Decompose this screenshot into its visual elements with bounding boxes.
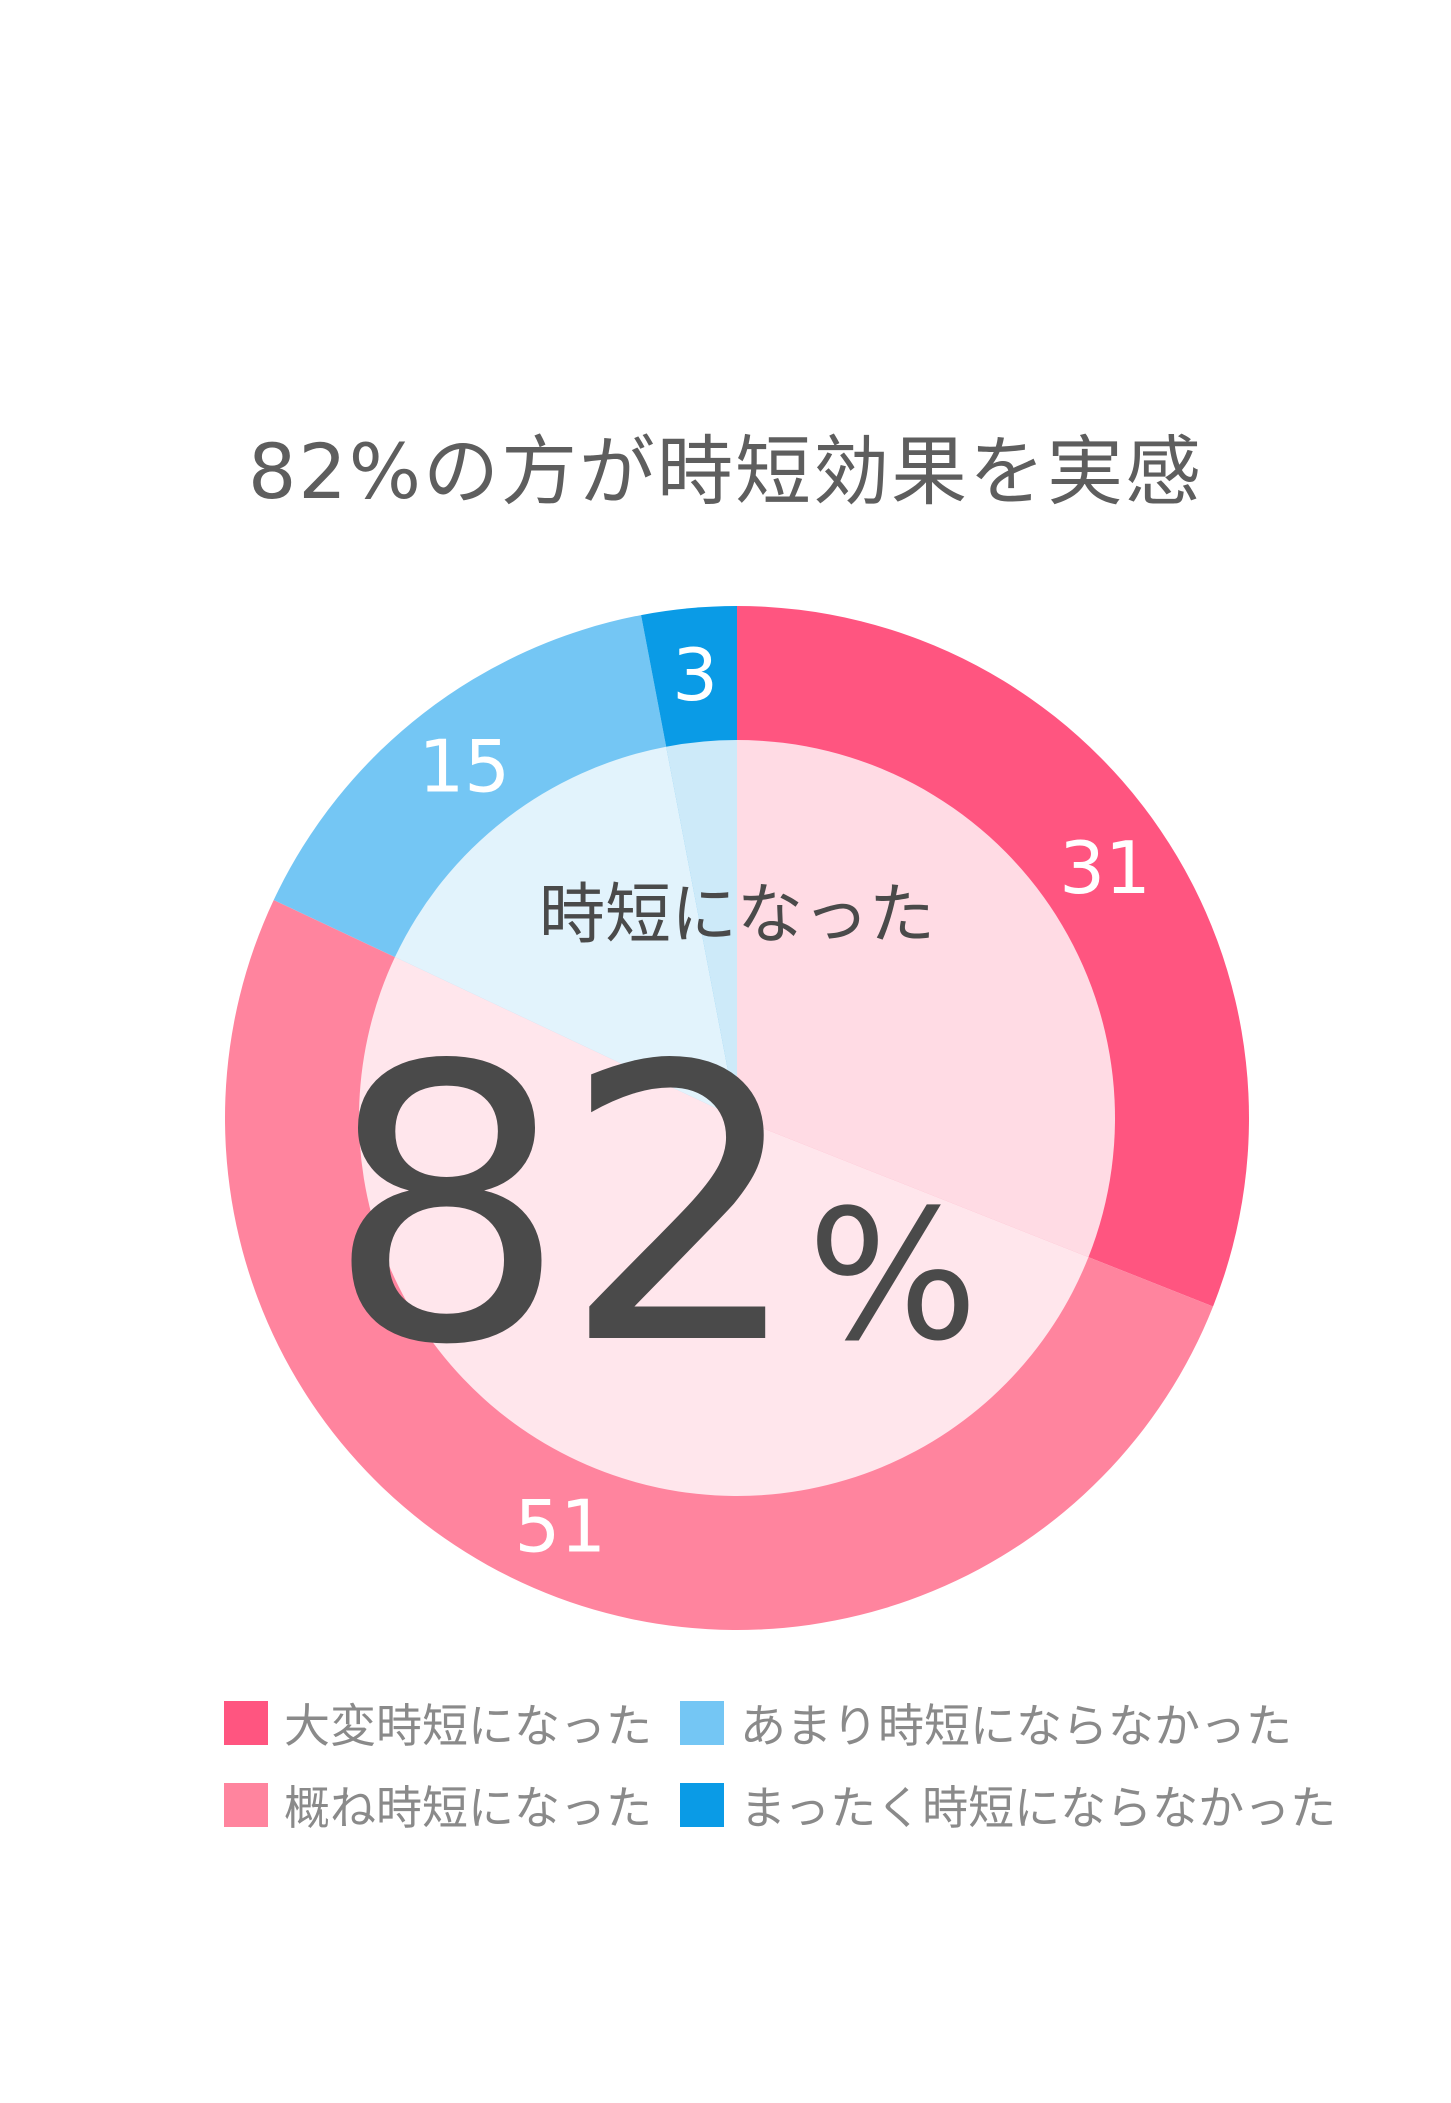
center-value: 82 [326, 985, 798, 1428]
inner-disc [359, 740, 1116, 1496]
center-unit: % [807, 1172, 978, 1381]
data-label-not-shortened: 3 [672, 633, 718, 717]
data-labels: 31 51 15 3 [418, 633, 1150, 1568]
center-label: 時短になった [539, 876, 935, 953]
inner-slice-barely-shortened [394, 746, 737, 1118]
inner-slice-very-shortened [737, 740, 1116, 1258]
data-label-very-shortened: 31 [1059, 826, 1151, 910]
data-label-barely-shortened: 15 [418, 724, 510, 808]
data-label-mostly-shortened: 51 [514, 1484, 606, 1568]
inner-slice-mostly-shortened [359, 957, 1089, 1496]
inner-slice-not-shortened [666, 740, 737, 1118]
center-value-group: 82% [326, 985, 979, 1428]
chart-title: 82%の方が時短効果を実感 [248, 427, 1203, 516]
